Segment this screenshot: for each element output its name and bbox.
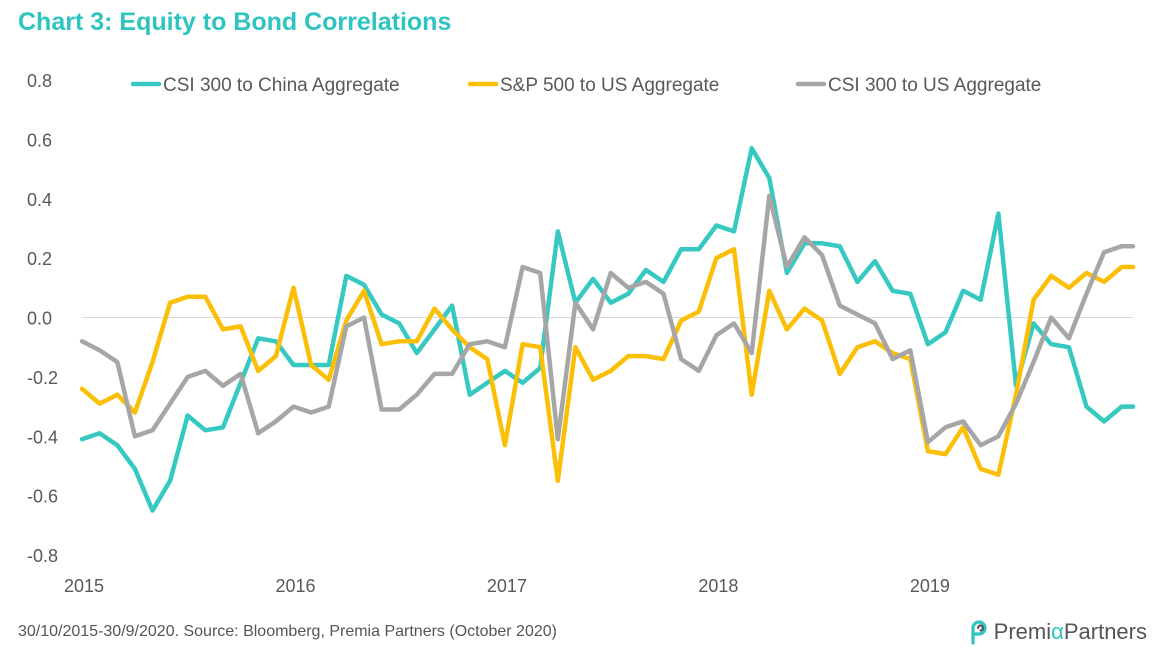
x-tick-label: 2019 <box>910 576 950 596</box>
series-line-1 <box>79 146 1136 513</box>
y-tick-label: -0.8 <box>27 546 58 566</box>
y-tick-label: -0.2 <box>27 368 58 388</box>
y-tick-label: 0.0 <box>27 309 52 329</box>
logo-mark-icon <box>971 620 987 645</box>
premia-partners-logo: PremiαPartners <box>969 619 1147 645</box>
y-tick-label: 0.8 <box>27 71 52 91</box>
x-tick-label: 2015 <box>64 576 104 596</box>
x-tick-label: 2017 <box>487 576 527 596</box>
source-footnote: 30/10/2015-30/9/2020. Source: Bloomberg,… <box>18 623 557 640</box>
x-tick-label: 2018 <box>698 576 738 596</box>
y-tick-label: 0.6 <box>27 130 52 150</box>
logo-wordmark: PremiαPartners <box>993 619 1147 644</box>
series-line-3 <box>79 193 1136 448</box>
chart-title: Chart 3: Equity to Bond Correlations <box>18 8 452 36</box>
legend-label-3: CSI 300 to US Aggregate <box>828 75 1041 96</box>
y-tick-label: 0.4 <box>27 190 52 210</box>
legend-label-1: CSI 300 to China Aggregate <box>163 75 400 96</box>
y-tick-label: 0.2 <box>27 249 52 269</box>
x-tick-label: 2016 <box>275 576 315 596</box>
series-line-2 <box>79 246 1136 484</box>
legend-label-2: S&P 500 to US Aggregate <box>500 75 719 96</box>
y-tick-label: -0.4 <box>27 427 58 447</box>
y-tick-label: -0.6 <box>27 487 58 507</box>
